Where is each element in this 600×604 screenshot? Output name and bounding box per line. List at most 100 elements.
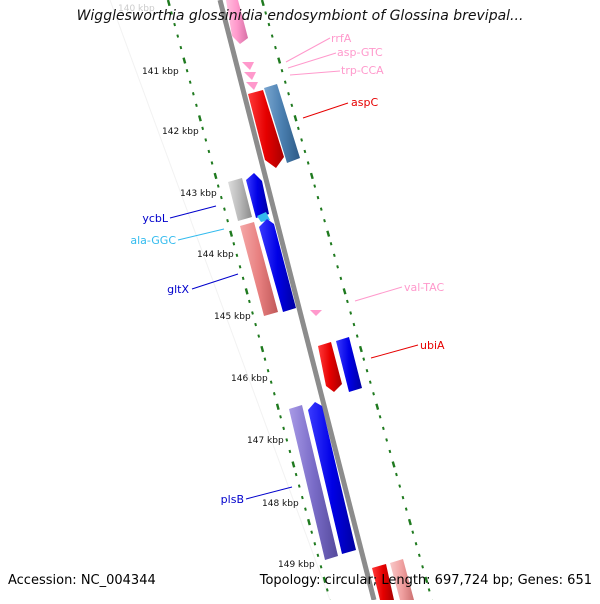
tick-mark <box>264 11 268 15</box>
tick-mark <box>229 230 234 237</box>
tick-mark <box>179 45 183 50</box>
tick-mark <box>362 357 366 361</box>
gene-steel[interactable] <box>264 84 300 163</box>
tick-mark <box>307 518 311 526</box>
band-outlines <box>109 0 331 601</box>
tick-mark <box>185 68 189 73</box>
tick-mark <box>323 218 326 223</box>
tick-mark <box>248 299 251 304</box>
tick-mark <box>342 288 347 295</box>
tick-mark <box>303 149 307 154</box>
gene-aspC[interactable] <box>248 90 284 168</box>
tick-mark <box>216 184 220 188</box>
tick-mark <box>407 518 412 526</box>
tick-mark <box>241 276 245 281</box>
tick-mark <box>352 322 356 327</box>
tick-mark <box>210 161 214 165</box>
tick-mark <box>251 311 254 315</box>
tick-mark <box>313 184 317 188</box>
tick-mark <box>378 415 382 419</box>
tick-mark <box>267 22 271 27</box>
tick-mark <box>219 195 223 200</box>
tick-mark <box>381 426 385 431</box>
gene-asp-GTC[interactable] <box>242 62 254 70</box>
label-trp-CCA: trp-CCA <box>341 64 384 77</box>
tick-mark <box>411 530 415 534</box>
tick-mark <box>349 311 353 315</box>
tick-mark <box>170 11 173 15</box>
gene-bottom-red[interactable] <box>372 564 394 600</box>
tick-mark <box>304 507 307 511</box>
tick-mark <box>319 207 323 211</box>
gene-trp-CCA[interactable] <box>244 72 256 80</box>
label-gltX: gltX <box>167 283 189 296</box>
tick-mark <box>355 334 359 338</box>
tick-mark <box>336 265 339 269</box>
tick-mark <box>226 218 229 223</box>
label-asp-GTC: asp-GTC <box>337 46 383 59</box>
tick-mark <box>282 426 286 431</box>
gene-ycbL[interactable] <box>246 173 269 218</box>
tick-mark <box>201 126 205 131</box>
genome-title: Wigglesworthia glossinidia endosymbiont … <box>76 8 524 24</box>
tick-mark <box>280 68 284 73</box>
tick-mark <box>204 138 208 142</box>
kbp-label-147: 147 kbp <box>247 436 284 446</box>
tick-mark <box>263 357 267 361</box>
tick-mark <box>290 103 294 108</box>
tick-mark <box>427 588 431 592</box>
gene-plsB[interactable] <box>308 402 356 554</box>
tick-mark <box>388 449 392 454</box>
label-ycbL: ycbL <box>142 212 169 225</box>
tick-mark <box>238 265 242 269</box>
tick-mark <box>309 172 314 180</box>
tick-mark <box>254 322 257 327</box>
tick-mark <box>270 34 274 38</box>
kbp-label-144: 144 kbp <box>197 250 234 260</box>
gene-bottom-lightred[interactable] <box>390 559 414 600</box>
tick-mark <box>195 103 198 108</box>
tick-mark <box>300 495 304 500</box>
gene-ubiA[interactable] <box>318 342 342 392</box>
gene-features <box>226 0 414 600</box>
gene-ubiA-blue[interactable] <box>336 337 362 392</box>
tick-mark <box>287 92 290 96</box>
tick-mark <box>223 207 226 211</box>
tick-mark <box>332 253 336 258</box>
feature-labels: rrfA asp-GTC trp-CCA aspC ycbL ala-GGC g… <box>130 32 445 506</box>
tick-mark <box>294 472 298 477</box>
gene-val-TAC[interactable] <box>310 310 322 316</box>
tick-mark <box>272 392 276 396</box>
tick-mark <box>166 0 171 7</box>
tick-mark <box>319 565 323 569</box>
tick-mark <box>329 242 333 246</box>
tick-mark <box>424 576 429 584</box>
tick-mark <box>291 461 296 468</box>
tick-mark <box>326 230 331 237</box>
accession-text: Accession: NC_004344 <box>8 573 156 588</box>
tick-mark <box>306 161 310 165</box>
tick-mark <box>325 588 329 592</box>
tick-mark <box>316 553 320 558</box>
kbp-label-141: 141 kbp <box>142 67 179 77</box>
tick-mark <box>288 449 292 454</box>
tick-mark <box>313 542 317 546</box>
gene-rrfA[interactable] <box>226 0 248 44</box>
tick-mark <box>346 299 349 304</box>
kbp-label-142: 142 kbp <box>162 127 199 137</box>
tick-mark <box>207 149 211 154</box>
tick-mark <box>260 345 265 353</box>
tick-guides <box>166 0 434 604</box>
label-ubiA: ubiA <box>420 339 445 352</box>
kbp-label-149: 149 kbp <box>278 560 315 570</box>
tick-mark <box>417 553 421 558</box>
tick-mark <box>358 345 363 353</box>
gene-gltX[interactable] <box>259 219 296 312</box>
gene-trp-CCA-2[interactable] <box>246 82 258 90</box>
gene-gltX-salmon[interactable] <box>240 222 278 316</box>
gene-ycbL-grey[interactable] <box>228 178 252 221</box>
gene-plsB-purple[interactable] <box>289 405 338 560</box>
tick-mark <box>395 472 398 477</box>
